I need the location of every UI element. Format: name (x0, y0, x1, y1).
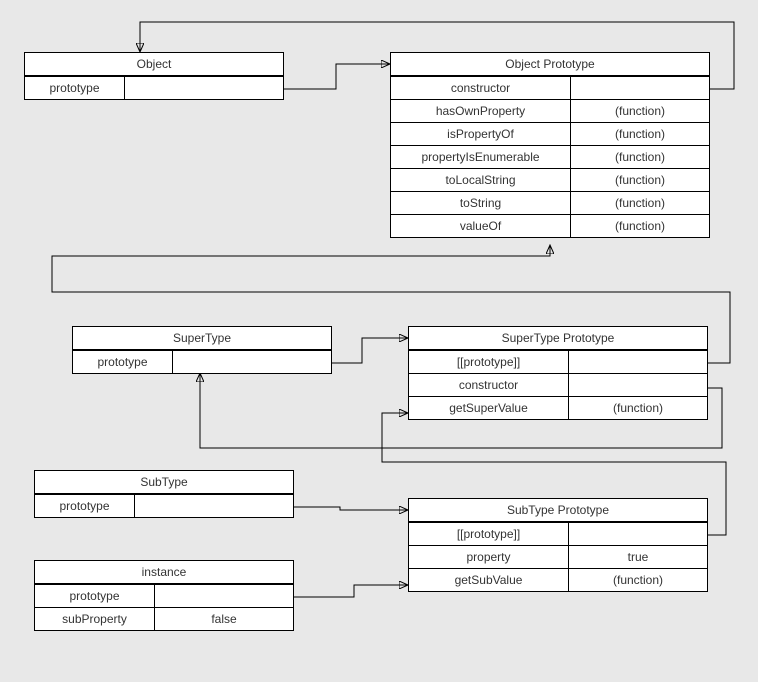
subProto-key: [[prototype]] (409, 523, 569, 545)
superType-title: SuperType (73, 327, 331, 350)
superType-val (173, 351, 331, 373)
subType-key: prototype (35, 495, 135, 517)
subProto-val: true (569, 546, 707, 568)
subProto-val: (function) (569, 569, 707, 591)
objectProto-key: hasOwnProperty (391, 100, 571, 122)
instance-key: prototype (35, 585, 155, 607)
instance-row: prototype (35, 584, 293, 607)
superProto-title: SuperType Prototype (409, 327, 707, 350)
subProto-row: propertytrue (409, 545, 707, 568)
superProto-box: SuperType Prototype[[prototype]]construc… (408, 326, 708, 420)
objectProto-key: toLocalString (391, 169, 571, 191)
objectProto-title: Object Prototype (391, 53, 709, 76)
object-title: Object (25, 53, 283, 76)
objectProto-val: (function) (571, 100, 709, 122)
instance-key: subProperty (35, 608, 155, 630)
objectProto-row: toLocalString(function) (391, 168, 709, 191)
subType-row: prototype (35, 494, 293, 517)
objectProto-box: Object PrototypeconstructorhasOwnPropert… (390, 52, 710, 238)
objectProto-key: valueOf (391, 215, 571, 237)
superProto-row: constructor (409, 373, 707, 396)
diagram-canvas: ObjectprototypeObject Prototypeconstruct… (0, 0, 758, 682)
objectProto-val: (function) (571, 146, 709, 168)
objectProto-key: toString (391, 192, 571, 214)
objectProto-row: isPropertyOf(function) (391, 122, 709, 145)
superProto-key: getSuperValue (409, 397, 569, 419)
objectProto-row: valueOf(function) (391, 214, 709, 237)
subType-val (135, 495, 293, 517)
superProto-val (569, 351, 707, 373)
instance-box: instanceprototypesubPropertyfalse (34, 560, 294, 631)
subProto-row: getSubValue(function) (409, 568, 707, 591)
supertype-to-superproto (332, 338, 408, 363)
subProto-key: property (409, 546, 569, 568)
instance-val (155, 585, 293, 607)
subProto-title: SubType Prototype (409, 499, 707, 522)
objectProto-key: propertyIsEnumerable (391, 146, 571, 168)
subProto-key: getSubValue (409, 569, 569, 591)
subtype-to-subproto (294, 507, 408, 510)
superProto-row: [[prototype]] (409, 350, 707, 373)
subProto-row: [[prototype]] (409, 522, 707, 545)
objectProto-row: toString(function) (391, 191, 709, 214)
object-to-objectproto (284, 64, 390, 89)
superType-box: SuperTypeprototype (72, 326, 332, 374)
objectProto-row: propertyIsEnumerable(function) (391, 145, 709, 168)
instance-val: false (155, 608, 293, 630)
superProto-key: constructor (409, 374, 569, 396)
objectProto-val: (function) (571, 123, 709, 145)
objectProto-val: (function) (571, 169, 709, 191)
instance-to-subproto (294, 585, 408, 597)
object-box: Objectprototype (24, 52, 284, 100)
subProto-box: SubType Prototype[[prototype]]propertytr… (408, 498, 708, 592)
superType-row: prototype (73, 350, 331, 373)
objectProto-val: (function) (571, 215, 709, 237)
object-row: prototype (25, 76, 283, 99)
superProto-row: getSuperValue(function) (409, 396, 707, 419)
subType-box: SubTypeprototype (34, 470, 294, 518)
subProto-val (569, 523, 707, 545)
subType-title: SubType (35, 471, 293, 494)
objectProto-row: hasOwnProperty(function) (391, 99, 709, 122)
objectProto-val (571, 77, 709, 99)
objectProto-key: constructor (391, 77, 571, 99)
instance-title: instance (35, 561, 293, 584)
objectProto-key: isPropertyOf (391, 123, 571, 145)
object-val (125, 77, 283, 99)
instance-row: subPropertyfalse (35, 607, 293, 630)
superProto-val: (function) (569, 397, 707, 419)
objectProto-val: (function) (571, 192, 709, 214)
object-key: prototype (25, 77, 125, 99)
superProto-val (569, 374, 707, 396)
superType-key: prototype (73, 351, 173, 373)
superProto-key: [[prototype]] (409, 351, 569, 373)
objectProto-row: constructor (391, 76, 709, 99)
